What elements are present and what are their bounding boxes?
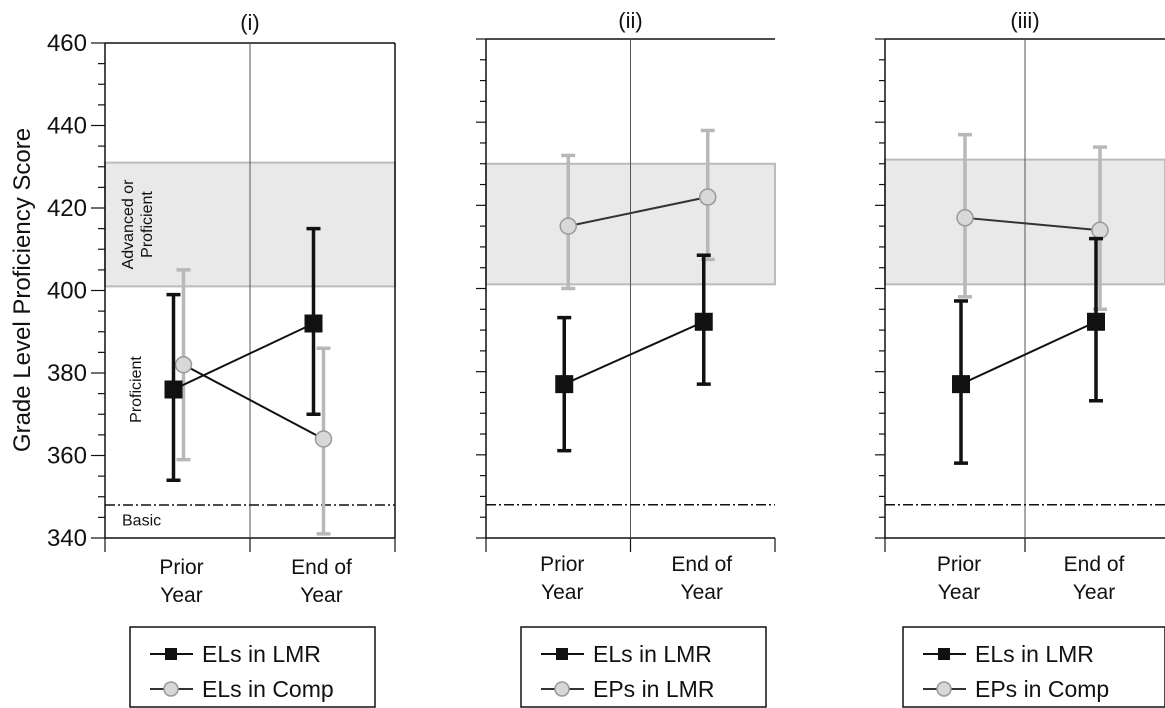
- series-els-in-lmr: [555, 253, 713, 453]
- x-tick-label: End of: [1064, 553, 1125, 576]
- series-line: [563, 320, 705, 386]
- y-tick-label: 440: [47, 113, 87, 140]
- y-tick-label: 380: [47, 360, 87, 387]
- band-label-advanced-line1: Advanced or: [120, 179, 137, 270]
- legend-label: ELs in LMR: [975, 641, 1094, 667]
- data-point-square: [164, 380, 183, 399]
- legend-3: ELs in LMR EPs in Comp: [902, 626, 1165, 708]
- band-label-proficient: Proficient: [128, 356, 145, 423]
- legend-2: ELs in LMR EPs in LMR: [520, 626, 767, 708]
- legend-label: EPs in Comp: [975, 676, 1109, 702]
- y-tick-label: 400: [47, 278, 87, 305]
- legend-label: ELs in Comp: [202, 676, 334, 702]
- legend-label: ELs in LMR: [202, 641, 321, 667]
- legend-marker-circle: [163, 681, 179, 697]
- legend-label: EPs in LMR: [593, 676, 714, 702]
- data-point-circle: [559, 217, 577, 235]
- legend-marker-square: [938, 648, 950, 660]
- x-tick-label: Year: [541, 581, 583, 604]
- x-tick-label: Year: [681, 581, 723, 604]
- data-point-circle: [314, 430, 333, 448]
- x-tick-label: Prior: [540, 553, 584, 576]
- x-tick-label: Year: [160, 584, 202, 607]
- data-point-square: [304, 314, 323, 333]
- data-point-square: [555, 375, 574, 394]
- y-tick-label: 460: [47, 30, 87, 57]
- series-eps-in-lmr: [559, 128, 717, 291]
- x-tick-label: Prior: [937, 553, 981, 576]
- series-els-in-lmr: [164, 226, 323, 482]
- data-point-square: [694, 312, 713, 331]
- panel-2: (ii) Prior Year End of Year: [476, 8, 776, 604]
- data-point-circle: [699, 188, 717, 206]
- y-tick-label: 420: [47, 195, 87, 222]
- series-line: [173, 322, 314, 391]
- x-tick-label: End of: [671, 553, 732, 576]
- legend-marker-circle: [554, 681, 570, 697]
- panel-3: (iii) Prior Year End of Year: [875, 8, 1165, 604]
- y-tick-label: 360: [47, 443, 87, 470]
- data-point-circle: [1091, 221, 1109, 240]
- y-tick-label: 340: [47, 525, 87, 552]
- series-line: [183, 363, 324, 440]
- x-tick-label: Year: [300, 584, 342, 607]
- legend-marker-circle: [936, 681, 952, 697]
- x-tick-label: Year: [938, 581, 980, 604]
- legend-1: ELs in LMR ELs in Comp: [129, 626, 376, 708]
- legend-label: ELs in LMR: [593, 641, 712, 667]
- data-point-circle: [956, 209, 974, 227]
- series-line: [964, 216, 1101, 232]
- panel-title: (i): [240, 10, 260, 35]
- band-label-advanced-line2: Proficient: [139, 191, 156, 258]
- y-axis-label: Grade Level Proficiency Score: [9, 128, 36, 452]
- panel-1: 340 360 380 400 420 440 460 (i) Prior Year End of Y…: [47, 10, 396, 607]
- band-label-basic: Basic: [122, 513, 161, 530]
- x-tick-label: Prior: [159, 556, 203, 579]
- series-els-in-comp: [174, 268, 333, 536]
- panel-title: (iii): [1010, 8, 1039, 33]
- series-els-in-lmr: [952, 236, 1105, 465]
- legend-marker-square: [556, 648, 568, 660]
- data-point-circle: [174, 356, 193, 374]
- data-point-square: [952, 375, 970, 394]
- x-tick-label: Year: [1073, 581, 1115, 604]
- series-eps-in-comp: [956, 132, 1109, 312]
- panel-title: (ii): [618, 8, 642, 33]
- legend-marker-square: [165, 648, 177, 660]
- series-line: [568, 196, 708, 228]
- series-line: [960, 320, 1097, 386]
- x-tick-label: End of: [291, 556, 352, 579]
- data-point-square: [1087, 312, 1105, 331]
